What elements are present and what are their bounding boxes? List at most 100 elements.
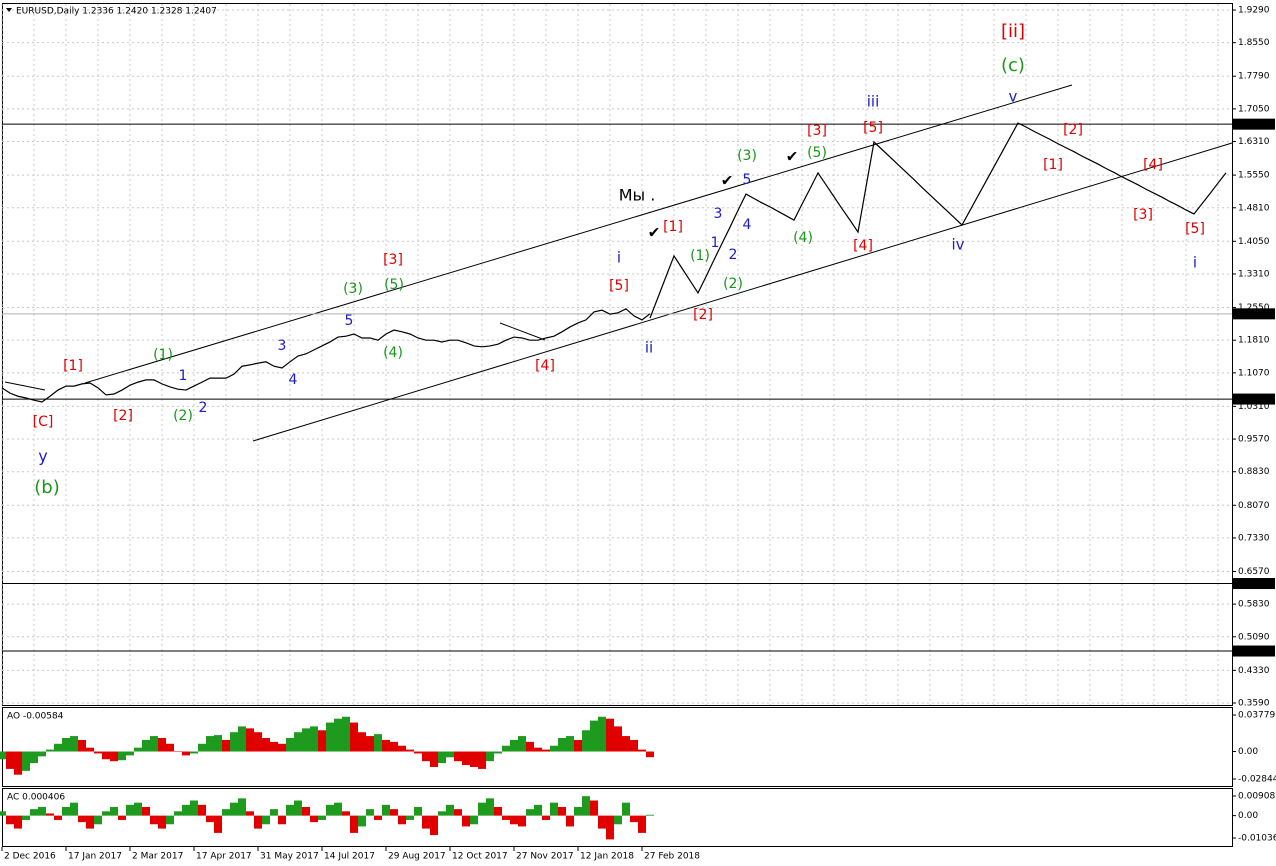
oscillator-bar xyxy=(486,751,494,762)
oscillator-bar xyxy=(0,751,6,760)
wave-label: 4 xyxy=(743,217,752,233)
oscillator-bar xyxy=(582,796,590,816)
y-tick-label: 1.4810 xyxy=(1238,203,1270,213)
symbol-menu-icon[interactable] xyxy=(6,8,12,12)
wave-label: [4] xyxy=(535,358,555,374)
trend-line xyxy=(4,381,46,391)
x-tick-label: 17 Apr 2017 xyxy=(196,852,252,862)
oscillator-bar xyxy=(286,738,294,752)
oscillator-bar xyxy=(326,722,334,752)
oscillator-bar xyxy=(382,804,390,816)
y-tick-label: 1.5550 xyxy=(1238,171,1270,181)
oscillator-bar xyxy=(542,749,550,752)
oscillator-bar xyxy=(558,806,566,816)
oscillator-bar xyxy=(78,739,86,752)
wave-label: 3 xyxy=(278,338,287,354)
oscillator-bar xyxy=(102,811,110,816)
y-tick-label: 0.4330 xyxy=(1238,666,1270,676)
oscillator-bar xyxy=(94,751,102,754)
channel-upper xyxy=(84,84,1073,384)
oscillator-bar xyxy=(334,802,342,816)
oscillator-bar xyxy=(470,751,478,767)
forecast-line xyxy=(649,122,1227,319)
oscillator-bar xyxy=(590,800,598,816)
oscillator-bar xyxy=(566,815,574,827)
oscillator-bar xyxy=(222,809,230,816)
oscillator-bar xyxy=(510,739,518,752)
wave-label: (b) xyxy=(34,477,59,498)
oscillator-bar xyxy=(166,815,174,825)
oscillator-bar xyxy=(366,809,374,816)
oscillator-bar xyxy=(118,815,126,820)
oscillator-bar xyxy=(374,815,382,820)
y-tick-label: 1.8550 xyxy=(1238,38,1270,48)
oscillator-bar xyxy=(438,751,446,764)
y-tick-label: 1.6310 xyxy=(1238,137,1270,147)
oscillator-bar xyxy=(574,806,582,816)
wave-label: v xyxy=(1009,88,1018,106)
price-level-box xyxy=(1233,578,1275,590)
y-tick-label: 0.8830 xyxy=(1238,467,1270,477)
oscillator-bar xyxy=(46,749,54,752)
oscillator-bar xyxy=(110,806,118,816)
oscillator-bar xyxy=(302,728,310,752)
oscillator-bar xyxy=(30,751,38,764)
oscillator-bar xyxy=(310,815,318,823)
oscillator-bar xyxy=(54,815,62,820)
oscillator-bar xyxy=(0,811,6,816)
wave-label: [2] xyxy=(113,408,133,424)
y-tick-label: 0.9570 xyxy=(1238,435,1270,445)
wave-label: (1) xyxy=(690,248,710,264)
oscillator-bar xyxy=(38,751,46,757)
price-level-label: 1.0476 xyxy=(1237,395,1269,405)
oscillator-bar xyxy=(502,745,510,752)
y-tick-label: 1.9290 xyxy=(1238,6,1270,16)
channel-lower xyxy=(252,142,1233,442)
oscillator-bar xyxy=(358,815,366,827)
wave-label: (c) xyxy=(1001,55,1025,76)
oscillator-bar xyxy=(390,741,398,752)
y-tick-label: 1.2550 xyxy=(1238,303,1270,313)
oscillator-bar xyxy=(206,815,214,823)
oscillator-bar xyxy=(510,815,518,825)
oscillator-bar xyxy=(230,802,238,816)
oscillator-bar xyxy=(150,815,158,825)
wave-label: ✔ xyxy=(721,172,734,190)
wave-label: (2) xyxy=(723,276,743,292)
y-tick-label: 0.00 xyxy=(1238,747,1258,757)
oscillator-bar xyxy=(38,806,46,816)
wave-label: [1] xyxy=(663,219,683,235)
wave-label: (4) xyxy=(383,345,403,361)
oscillator-bar xyxy=(438,811,446,816)
oscillator-bar xyxy=(278,743,286,752)
wave-label: 3 xyxy=(714,206,723,222)
oscillator-bar xyxy=(270,809,278,816)
oscillator-bar xyxy=(198,743,206,752)
wave-label: (2) xyxy=(173,408,193,424)
oscillator-bar xyxy=(246,728,254,752)
oscillator-bar xyxy=(102,751,110,760)
oscillator-bar xyxy=(214,735,222,752)
wave-label: (3) xyxy=(343,281,363,297)
oscillator-bar xyxy=(22,815,30,820)
y-tick-label: 1.0310 xyxy=(1238,402,1270,412)
y-tick-label: 0.7330 xyxy=(1238,533,1270,543)
oscillator-bar xyxy=(454,809,462,816)
oscillator-bar xyxy=(70,802,78,816)
oscillator-bar xyxy=(198,804,206,816)
oscillator-bar xyxy=(310,726,318,752)
oscillator-bar xyxy=(454,751,462,762)
oscillator-bar xyxy=(142,739,150,752)
wave-label: i xyxy=(617,249,621,267)
oscillator-bar xyxy=(398,745,406,752)
wave-label: [5] xyxy=(863,120,883,136)
wave-label: 1 xyxy=(179,368,188,384)
wave-label: ✔ xyxy=(648,224,661,242)
y-tick-label: 0.5090 xyxy=(1238,632,1270,642)
oscillator-bar xyxy=(70,736,78,752)
wave-label: ii xyxy=(645,339,653,357)
wave-label: iii xyxy=(867,93,880,111)
oscillator-bar xyxy=(302,806,310,816)
ac-title: AC 0.000406 xyxy=(7,793,65,803)
wave-label: [2] xyxy=(1063,122,1083,138)
